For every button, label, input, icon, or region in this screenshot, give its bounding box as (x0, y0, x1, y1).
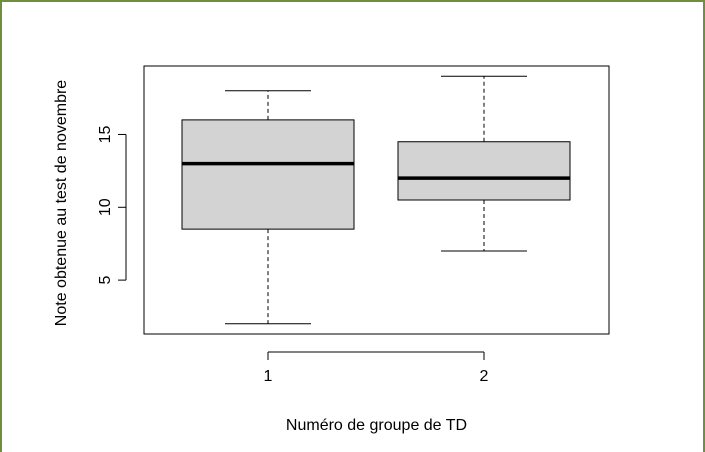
y-tick-label: 5 (97, 276, 114, 285)
box-iqr (181, 119, 355, 230)
boxes (181, 75, 571, 325)
y-tick-label: 15 (97, 125, 114, 143)
box-group (181, 90, 355, 325)
box-iqr (397, 141, 571, 201)
plot-area-border (143, 65, 610, 335)
x-tick-label: 1 (264, 368, 273, 385)
y-axis-title: Note obtenue au test de novembre (53, 80, 70, 326)
y-tick-label: 10 (97, 198, 114, 216)
y-axis: 5 10 15 (97, 125, 127, 285)
x-tick-label: 2 (480, 368, 489, 385)
box-group (397, 75, 571, 252)
x-axis-title: Numéro de groupe de TD (286, 417, 467, 434)
